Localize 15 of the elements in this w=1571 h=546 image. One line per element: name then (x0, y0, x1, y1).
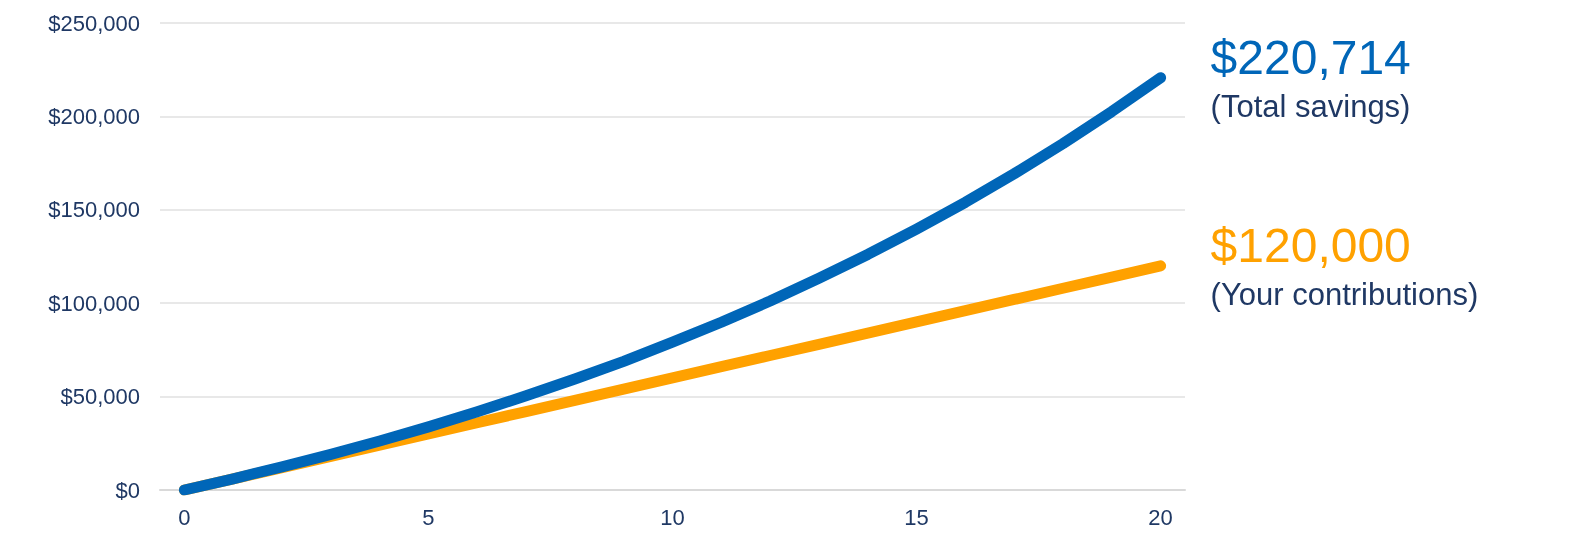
x-tick-label: 5 (422, 504, 435, 530)
x-tick-label: 20 (1148, 504, 1173, 530)
x-tick-label: 15 (904, 504, 929, 530)
y-tick-label: $50,000 (60, 384, 140, 410)
y-tick-label: $250,000 (48, 10, 140, 36)
x-tick-label: 0 (178, 504, 191, 530)
y-tick-label: $200,000 (48, 103, 140, 129)
series-label: (Total savings) (1210, 89, 1411, 125)
y-tick-label: $150,000 (48, 197, 140, 223)
x-tick-label: 10 (660, 504, 685, 530)
y-tick-label: $100,000 (48, 290, 140, 316)
series-label: (Your contributions) (1210, 277, 1479, 313)
data-label: $120,000 (1210, 219, 1411, 273)
data-label: $220,714 (1210, 31, 1411, 85)
y-tick-label: $0 (115, 477, 140, 503)
